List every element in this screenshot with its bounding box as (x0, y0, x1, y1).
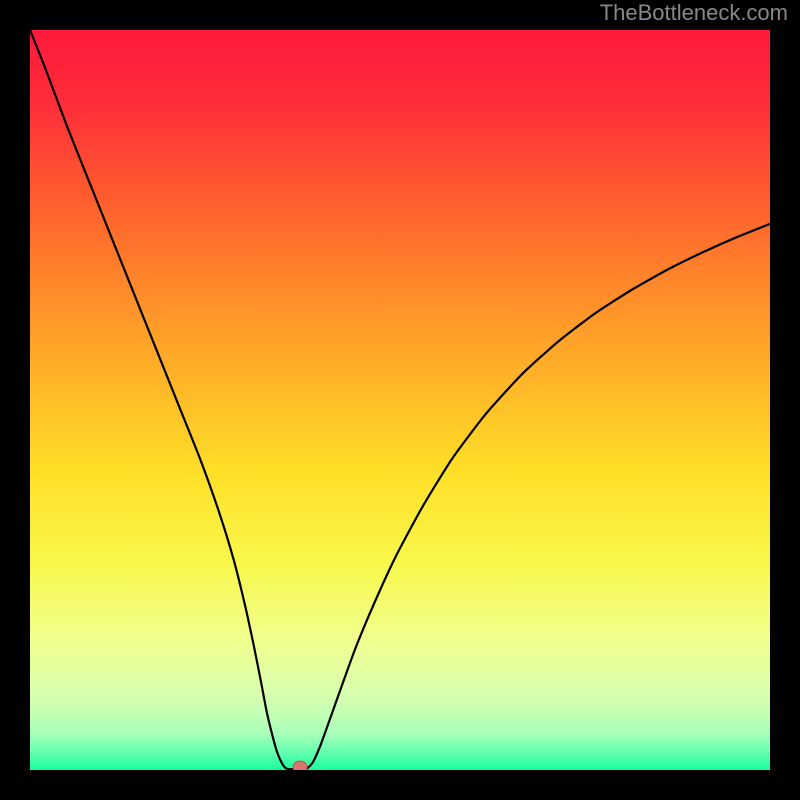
gradient-background (30, 30, 770, 770)
bottleneck-chart (30, 30, 770, 770)
watermark-text: TheBottleneck.com (600, 0, 788, 26)
optimal-point-marker (293, 761, 307, 770)
chart-frame: TheBottleneck.com (0, 0, 800, 800)
